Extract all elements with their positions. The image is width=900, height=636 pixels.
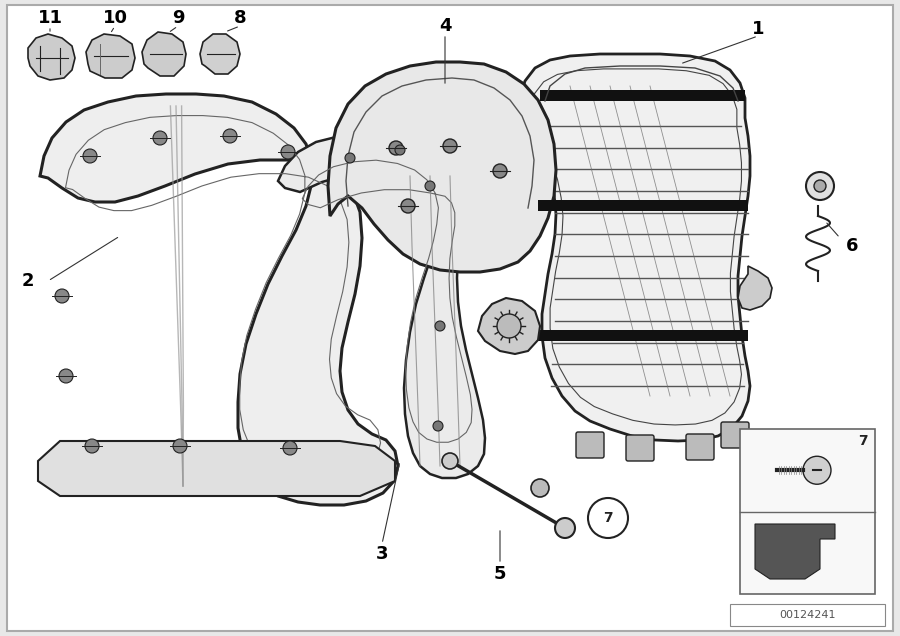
Text: 6: 6 [846, 237, 859, 255]
Circle shape [497, 314, 521, 338]
Circle shape [395, 145, 405, 155]
Circle shape [814, 180, 826, 192]
Polygon shape [478, 298, 540, 354]
FancyBboxPatch shape [540, 90, 745, 101]
Bar [730, 604, 885, 626]
Polygon shape [86, 34, 135, 78]
Text: 4: 4 [439, 17, 451, 35]
Text: 5: 5 [494, 565, 506, 583]
Circle shape [153, 131, 167, 145]
Circle shape [425, 181, 435, 191]
Polygon shape [278, 134, 485, 478]
FancyBboxPatch shape [721, 422, 749, 448]
Text: 2: 2 [22, 272, 34, 290]
FancyBboxPatch shape [686, 434, 714, 460]
Text: 7: 7 [603, 511, 613, 525]
Circle shape [806, 172, 834, 200]
FancyBboxPatch shape [536, 330, 748, 341]
Circle shape [588, 498, 628, 538]
Circle shape [493, 164, 507, 178]
Polygon shape [40, 94, 398, 505]
Circle shape [531, 479, 549, 497]
Polygon shape [38, 441, 395, 496]
FancyBboxPatch shape [538, 200, 748, 211]
Polygon shape [142, 32, 186, 76]
Polygon shape [755, 524, 835, 579]
Polygon shape [328, 62, 556, 272]
Circle shape [555, 518, 575, 538]
Circle shape [283, 441, 297, 455]
Text: 7: 7 [859, 434, 868, 448]
Polygon shape [738, 266, 772, 310]
Circle shape [435, 321, 445, 331]
Circle shape [803, 456, 831, 484]
FancyBboxPatch shape [7, 5, 893, 631]
Circle shape [389, 141, 403, 155]
Text: 00124241: 00124241 [779, 610, 836, 620]
Text: 1: 1 [752, 20, 764, 38]
Circle shape [55, 289, 69, 303]
Bar [740, 429, 875, 594]
Circle shape [59, 369, 73, 383]
Circle shape [223, 129, 237, 143]
Text: 3: 3 [376, 545, 388, 563]
Text: 11: 11 [38, 9, 62, 27]
Circle shape [433, 421, 443, 431]
Circle shape [173, 439, 187, 453]
Circle shape [345, 153, 355, 163]
FancyBboxPatch shape [626, 435, 654, 461]
Circle shape [443, 139, 457, 153]
Text: 9: 9 [172, 9, 184, 27]
Circle shape [85, 439, 99, 453]
Text: 10: 10 [103, 9, 128, 27]
Circle shape [401, 199, 415, 213]
Polygon shape [200, 34, 240, 74]
FancyBboxPatch shape [576, 432, 604, 458]
Circle shape [281, 145, 295, 159]
Circle shape [83, 149, 97, 163]
Text: 8: 8 [234, 9, 247, 27]
Polygon shape [520, 54, 750, 441]
Polygon shape [28, 34, 75, 80]
Circle shape [442, 453, 458, 469]
